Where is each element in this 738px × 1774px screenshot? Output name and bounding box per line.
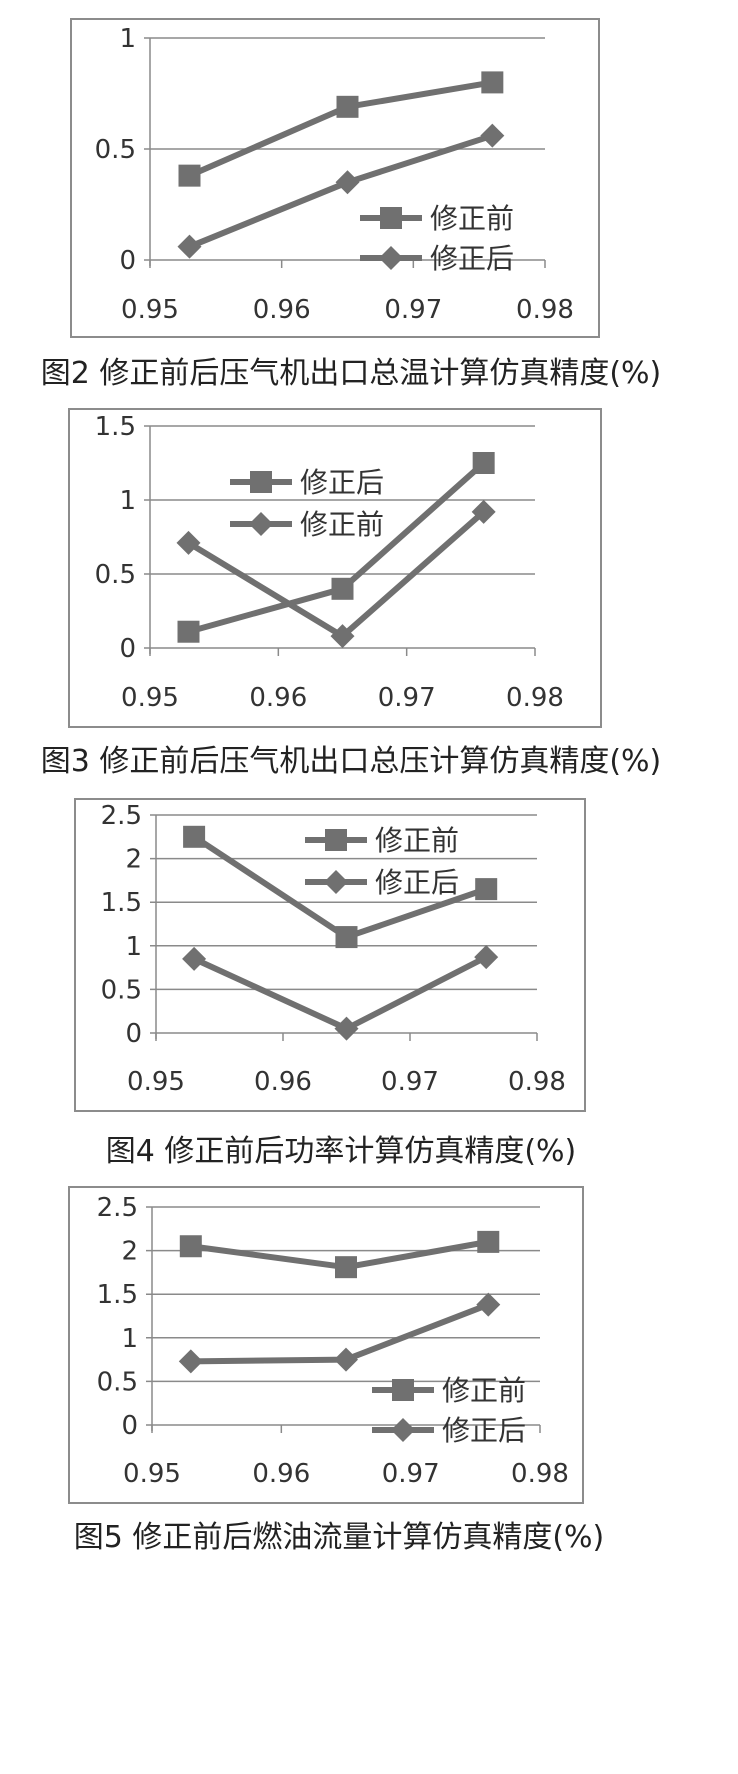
y-tick-label: 0.5 — [97, 1367, 138, 1397]
data-point-2 — [476, 1292, 501, 1317]
y-tick-label: 1 — [125, 932, 142, 962]
x-tick-label: 0.96 — [252, 1459, 310, 1489]
data-point-1 — [481, 71, 504, 94]
x-tick-label: 0.95 — [127, 1067, 185, 1097]
y-tick-label: 0 — [119, 246, 136, 276]
y-tick-label: 2.5 — [101, 801, 142, 831]
x-tick-label: 0.98 — [506, 683, 564, 713]
data-point-2 — [474, 945, 499, 970]
data-point-2 — [182, 946, 207, 971]
y-tick-label: 1 — [121, 1324, 138, 1354]
legend-label: 修正后 — [375, 866, 459, 899]
y-tick-label: 1.5 — [101, 888, 142, 918]
legend-marker — [325, 829, 347, 851]
x-tick-label: 0.98 — [516, 295, 574, 325]
data-point-1 — [183, 825, 206, 848]
x-tick-label: 0.96 — [249, 683, 307, 713]
data-point-2 — [334, 1016, 359, 1041]
x-tick-label: 0.96 — [253, 295, 311, 325]
chart-5-caption: 图5 修正前后燃油流量计算仿真精度(%) — [73, 1520, 605, 1555]
x-tick-label: 0.97 — [382, 1459, 440, 1489]
x-tick-label: 0.98 — [508, 1067, 566, 1097]
chart-3-caption: 图3 修正前后压气机出口总压计算仿真精度(%) — [40, 744, 662, 779]
y-tick-label: 0.5 — [95, 560, 136, 590]
legend-marker — [249, 512, 273, 536]
x-tick-label: 0.97 — [384, 295, 442, 325]
data-point-2 — [480, 123, 505, 148]
legend-label: 修正前 — [300, 508, 384, 541]
x-tick-label: 0.95 — [121, 295, 179, 325]
data-point-2 — [177, 234, 202, 259]
y-tick-label: 0.5 — [95, 135, 136, 165]
legend-marker — [391, 1418, 415, 1442]
legend-label: 修正前 — [430, 202, 514, 235]
data-point-1 — [472, 452, 495, 474]
data-point-1 — [331, 577, 354, 600]
data-point-2 — [178, 1349, 203, 1374]
chart-3-frame — [68, 408, 602, 728]
data-point-1 — [179, 1235, 202, 1258]
y-tick-label: 0 — [125, 1019, 142, 1049]
data-point-1 — [475, 878, 498, 901]
y-tick-label: 0 — [119, 634, 136, 664]
chart-2-caption: 图2 修正前后压气机出口总温计算仿真精度(%) — [40, 356, 662, 391]
data-point-1 — [477, 1230, 500, 1253]
y-tick-label: 0.5 — [101, 975, 142, 1005]
chart-4-caption: 图4 修正前后功率计算仿真精度(%) — [105, 1134, 577, 1169]
y-tick-label: 1.5 — [95, 412, 136, 442]
x-tick-label: 0.95 — [123, 1459, 181, 1489]
y-tick-label: 1.5 — [97, 1280, 138, 1310]
x-tick-label: 0.96 — [254, 1067, 312, 1097]
legend-marker — [379, 246, 403, 270]
y-tick-label: 2.5 — [97, 1193, 138, 1223]
series-line-2 — [190, 1301, 490, 1365]
x-tick-label: 0.97 — [381, 1067, 439, 1097]
chart-2-frame — [70, 18, 600, 338]
data-point-1 — [336, 95, 359, 118]
x-tick-label: 0.95 — [121, 683, 179, 713]
data-point-1 — [335, 926, 358, 949]
y-tick-label: 0 — [121, 1411, 138, 1441]
y-tick-label: 2 — [121, 1237, 138, 1267]
x-tick-label: 0.97 — [378, 683, 436, 713]
data-point-2 — [334, 1347, 358, 1372]
data-point-2 — [176, 530, 201, 555]
y-tick-label: 1 — [119, 486, 136, 516]
legend-marker — [392, 1379, 414, 1401]
data-point-2 — [471, 499, 496, 524]
legend-marker — [324, 870, 348, 894]
data-point-2 — [330, 624, 355, 649]
legend-marker — [380, 207, 402, 229]
x-tick-label: 0.98 — [511, 1459, 569, 1489]
legend-label: 修正后 — [442, 1414, 526, 1447]
legend-label: 修正前 — [442, 1374, 526, 1407]
data-point-1 — [335, 1256, 357, 1279]
legend-label: 修正后 — [300, 466, 384, 499]
data-point-2 — [335, 170, 360, 195]
y-tick-label: 1 — [119, 24, 136, 54]
data-point-1 — [177, 620, 200, 643]
legend-label: 修正后 — [430, 242, 514, 275]
legend-marker — [250, 471, 272, 493]
legend-label: 修正前 — [375, 824, 459, 857]
data-point-1 — [178, 164, 201, 187]
y-tick-label: 2 — [125, 845, 142, 875]
